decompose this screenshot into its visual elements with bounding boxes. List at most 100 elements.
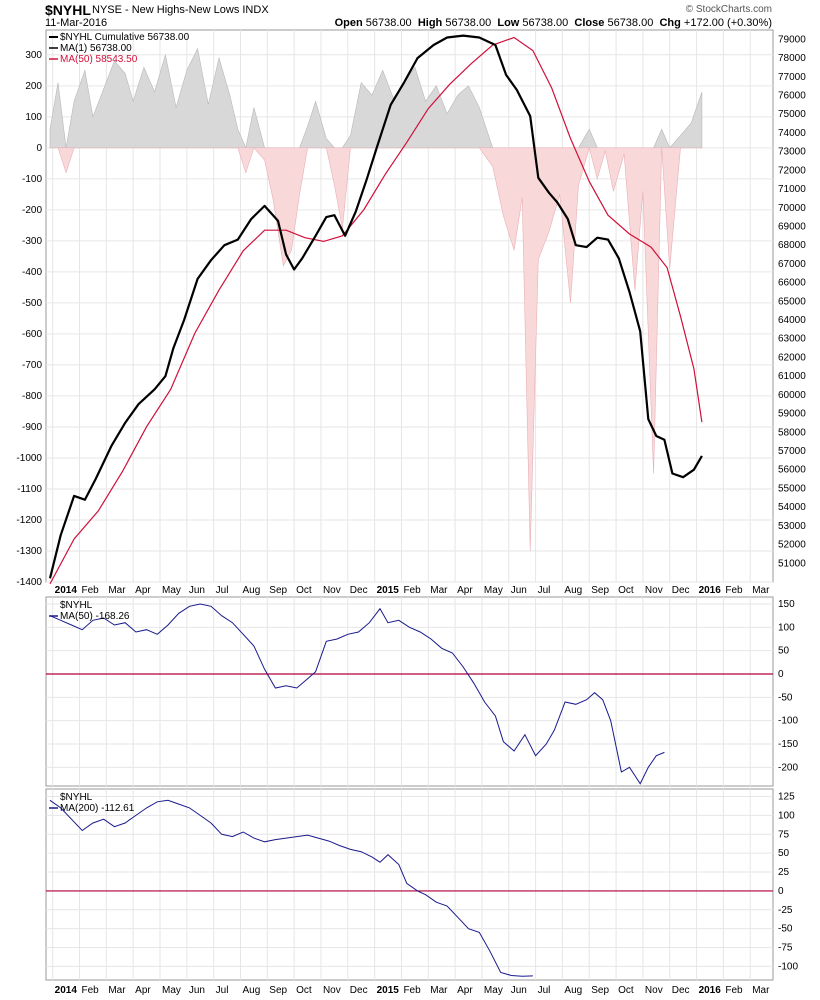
left-tick-label: -300	[22, 236, 42, 247]
x-tick-label: Nov	[323, 585, 341, 596]
right-tick-label: 75	[778, 829, 790, 840]
left-tick-label: -600	[22, 329, 42, 340]
left-tick-label: -700	[22, 360, 42, 371]
left-tick-label: -100	[22, 174, 42, 185]
panel3-frame	[45, 788, 774, 981]
right-tick-label: 51000	[778, 558, 806, 569]
right-tick-label: 68000	[778, 240, 806, 251]
right-tick-label: 0	[778, 886, 784, 897]
daily-negative-area	[49, 146, 703, 552]
x-tick-label: Feb	[403, 985, 421, 996]
x-tick-label: Dec	[672, 585, 690, 596]
left-tick-label: -900	[22, 422, 42, 433]
panel2-frame	[45, 596, 774, 787]
ohlc-readout: Open 56738.00 High 56738.00 Low 56738.00…	[335, 17, 772, 29]
x-tick-label: May	[484, 585, 503, 596]
x-tick-label: Apr	[457, 985, 473, 996]
chg-label: Chg	[659, 17, 681, 29]
low-label: Low	[497, 17, 520, 29]
legend-p2-title: $NYHL	[60, 600, 93, 611]
right-tick-label: -25	[778, 905, 793, 916]
left-tick-label: 200	[25, 81, 42, 92]
x-tick-label: Nov	[645, 585, 663, 596]
x-tick-label: Sep	[591, 585, 609, 596]
right-tick-label: 67000	[778, 259, 806, 270]
x-tick-label: Mar	[108, 985, 126, 996]
right-tick-label: 63000	[778, 334, 806, 345]
x-tick-label: Mar	[752, 585, 770, 596]
x-tick-label: 2014	[55, 985, 78, 996]
right-tick-label: 69000	[778, 221, 806, 232]
open-label: Open	[334, 17, 363, 29]
x-tick-label: Jun	[189, 585, 205, 596]
x-tick-label: Aug	[564, 585, 582, 596]
x-tick-label: Feb	[82, 585, 100, 596]
low-value: 56738.00	[522, 17, 569, 29]
right-tick-label: -100	[778, 961, 798, 972]
copyright: © StockCharts.com	[685, 4, 772, 15]
open-value: 56738.00	[365, 17, 412, 29]
right-tick-label: 66000	[778, 278, 806, 289]
right-tick-label: 65000	[778, 296, 806, 307]
right-tick-label: 76000	[778, 90, 806, 101]
x-tick-label: Jun	[511, 585, 527, 596]
x-tick-label: Jul	[216, 585, 229, 596]
left-tick-label: -400	[22, 267, 42, 278]
x-tick-label: Sep	[269, 585, 287, 596]
right-tick-label: -200	[778, 762, 798, 773]
chart-date: 11-Mar-2016	[45, 17, 108, 29]
x-tick-label: Aug	[564, 985, 582, 996]
right-tick-label: 72000	[778, 165, 806, 176]
x-tick-label: 2015	[377, 585, 400, 596]
x-tick-label: Mar	[430, 985, 448, 996]
symbol-title: $NYHL	[45, 2, 91, 18]
right-tick-label: 54000	[778, 502, 806, 513]
x-tick-label: Dec	[350, 585, 368, 596]
x-tick-label: Jul	[538, 585, 551, 596]
x-tick-label: Dec	[350, 985, 368, 996]
left-tick-label: 300	[25, 50, 42, 61]
right-tick-label: 75000	[778, 109, 806, 120]
x-tick-label: Apr	[135, 985, 151, 996]
right-tick-label: 56000	[778, 465, 806, 476]
x-tick-label: Jun	[511, 985, 527, 996]
x-tick-label: May	[162, 985, 181, 996]
right-tick-label: 71000	[778, 184, 806, 195]
x-tick-label: Nov	[645, 985, 663, 996]
right-tick-label: -50	[778, 692, 793, 703]
ma-line	[49, 603, 665, 785]
x-tick-label: Jun	[189, 985, 205, 996]
left-tick-label: 0	[36, 143, 42, 154]
right-tick-label: -100	[778, 716, 798, 727]
x-tick-label: Oct	[618, 585, 634, 596]
left-tick-label: -800	[22, 391, 42, 402]
left-tick-label: -1400	[16, 577, 42, 588]
x-tick-label: Feb	[82, 985, 100, 996]
legend-p2: MA(50) -168.26	[60, 611, 130, 622]
x-tick-label: Jul	[216, 985, 229, 996]
x-tick-label: May	[484, 985, 503, 996]
right-tick-label: 100	[778, 622, 795, 633]
left-tick-label: -500	[22, 298, 42, 309]
right-tick-label: 53000	[778, 521, 806, 532]
x-tick-label: Mar	[430, 585, 448, 596]
x-tick-label: Apr	[135, 585, 151, 596]
left-tick-label: 100	[25, 112, 42, 123]
right-tick-label: -75	[778, 943, 793, 954]
x-tick-label: Sep	[269, 985, 287, 996]
high-label: High	[417, 17, 443, 29]
x-tick-label: Dec	[672, 985, 690, 996]
x-tick-label: Aug	[242, 585, 260, 596]
right-tick-label: 74000	[778, 128, 806, 139]
right-tick-label: 25	[778, 867, 790, 878]
right-tick-label: 60000	[778, 390, 806, 401]
right-tick-label: 59000	[778, 409, 806, 420]
close-label: Close	[574, 17, 605, 29]
chart-header: $NYHL NYSE - New Highs-New Lows INDX 11-…	[0, 0, 820, 30]
legend-ma50: MA(50) 58543.50	[60, 54, 138, 65]
x-tick-label: Mar	[108, 585, 126, 596]
x-tick-label: 2016	[699, 585, 722, 596]
x-tick-label: Apr	[457, 585, 473, 596]
chg-value: +172.00 (+0.30%)	[683, 17, 772, 29]
